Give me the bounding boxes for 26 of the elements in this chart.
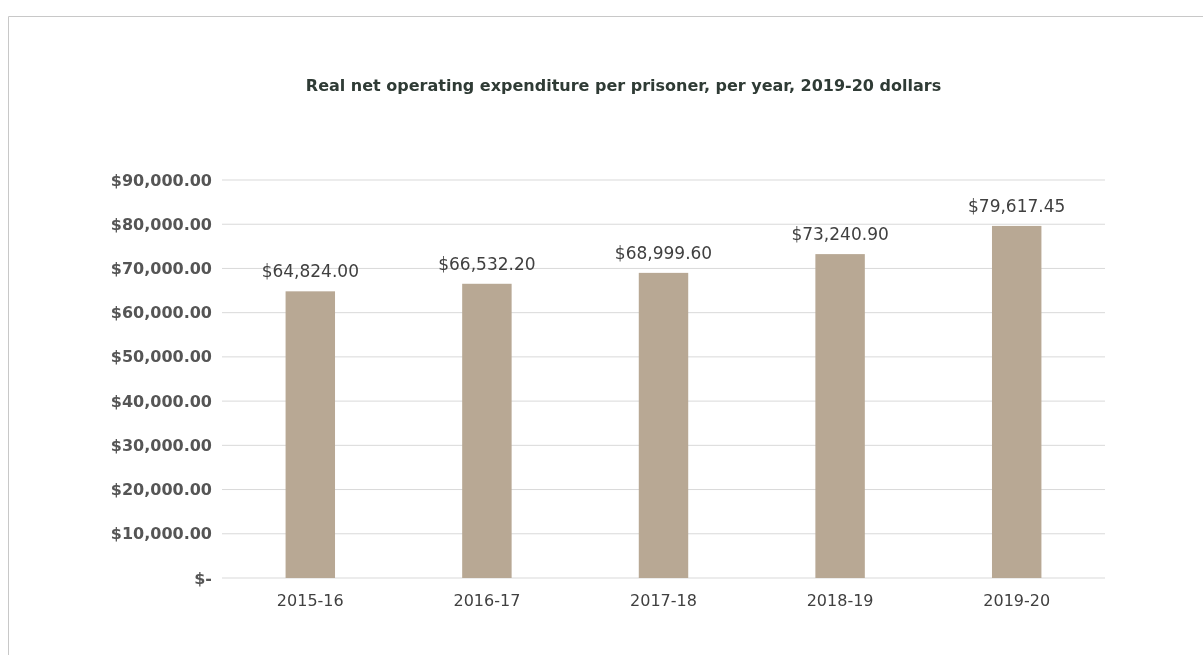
y-tick-label: $60,000.00 (110, 303, 212, 323)
data-label: $64,824.00 (261, 261, 359, 282)
bar (285, 291, 336, 578)
data-label: $79,617.45 (968, 195, 1066, 216)
y-tick-label: $90,000.00 (110, 170, 212, 190)
x-tick-label: 2019-20 (983, 591, 1051, 610)
y-tick-label: $80,000.00 (110, 214, 212, 234)
bar (462, 283, 512, 578)
data-label: $66,532.20 (438, 253, 536, 274)
chart-title: Real net operating expenditure per prisoner, per year, 2019-20 dollars (305, 76, 942, 95)
y-tick-label: $30,000.00 (110, 435, 212, 455)
bar (815, 254, 865, 578)
y-tick-label: $50,000.00 (110, 347, 212, 367)
x-tick-label: 2016-17 (453, 591, 521, 610)
bar (638, 272, 689, 578)
data-label: $73,240.90 (791, 224, 889, 245)
x-tick-label: 2018-19 (806, 591, 874, 610)
y-tick-label: $- (194, 568, 212, 588)
y-tick-label: $10,000.00 (110, 524, 212, 544)
y-tick-label: $20,000.00 (110, 480, 212, 500)
x-tick-label: 2015-16 (276, 591, 344, 610)
bar (991, 225, 1042, 578)
x-tick-label: 2017-18 (630, 591, 697, 610)
data-label: $68,999.60 (614, 242, 713, 263)
y-tick-label: $40,000.00 (110, 391, 212, 411)
y-tick-label: $70,000.00 (110, 259, 212, 279)
